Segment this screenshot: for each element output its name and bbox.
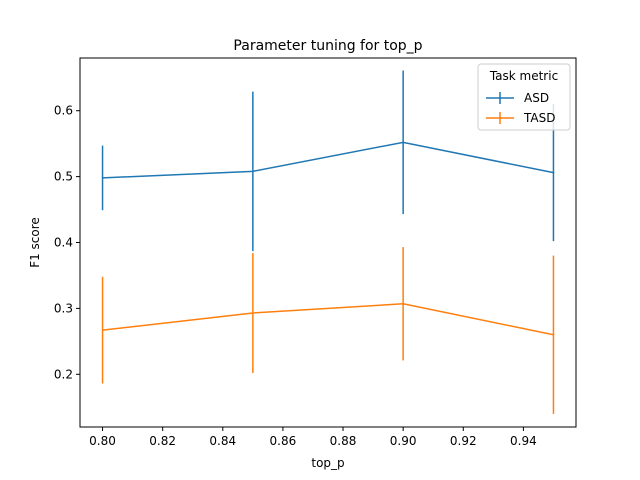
y-tick-label: 0.6 bbox=[54, 104, 73, 118]
x-tick-label: 0.80 bbox=[89, 434, 116, 448]
y-tick-label: 0.2 bbox=[54, 367, 73, 381]
y-axis-label: F1 score bbox=[28, 217, 42, 268]
data-point bbox=[252, 170, 254, 173]
x-axis-label: top_p bbox=[311, 456, 344, 470]
y-tick-label: 0.4 bbox=[54, 236, 73, 250]
data-point bbox=[252, 312, 254, 314]
legend-label: TASD bbox=[523, 111, 555, 125]
data-point bbox=[101, 177, 104, 179]
series-tasd bbox=[101, 247, 555, 414]
data-point bbox=[402, 141, 404, 144]
legend-box bbox=[477, 63, 571, 131]
legend: Task metric ASD TASD bbox=[477, 63, 571, 131]
y-axis: 0.2 0.3 0.4 0.5 0.6 bbox=[54, 104, 80, 381]
y-tick-label: 0.3 bbox=[54, 301, 73, 315]
legend-label: ASD bbox=[524, 91, 549, 105]
x-tick-label: 0.90 bbox=[390, 434, 417, 448]
x-axis: 0.80 0.82 0.84 0.86 0.88 0.90 0.92 0.94 bbox=[89, 427, 537, 448]
data-point bbox=[552, 333, 555, 336]
x-tick-label: 0.92 bbox=[450, 434, 477, 448]
x-tick-label: 0.94 bbox=[510, 434, 537, 448]
series-line bbox=[102, 141, 554, 179]
data-point bbox=[101, 329, 104, 331]
x-tick-label: 0.88 bbox=[330, 434, 357, 448]
data-point bbox=[552, 171, 555, 174]
y-tick-label: 0.5 bbox=[54, 170, 73, 184]
data-point bbox=[402, 302, 404, 305]
x-tick-label: 0.84 bbox=[209, 434, 236, 448]
x-tick-label: 0.82 bbox=[149, 434, 176, 448]
legend-title: Task metric bbox=[489, 69, 558, 83]
chart-title: Parameter tuning for top_p bbox=[233, 38, 422, 54]
series-line bbox=[102, 303, 554, 336]
x-tick-label: 0.86 bbox=[270, 434, 297, 448]
legend-entries: ASD TASD bbox=[486, 91, 555, 125]
